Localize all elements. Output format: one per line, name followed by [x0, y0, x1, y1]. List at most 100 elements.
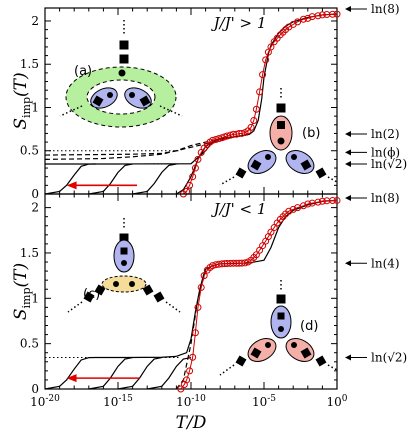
y-tick-label: 1 [31, 100, 39, 114]
orange-ellipse [101, 275, 147, 293]
x-tick-label: 10-15 [103, 394, 133, 409]
dot-icon [265, 342, 271, 348]
dotted-chain [327, 176, 338, 183]
series-line [132, 163, 177, 195]
data-point [314, 12, 322, 20]
data-point [285, 207, 293, 215]
spin-square-icon [276, 294, 286, 304]
data-point [304, 14, 312, 22]
spin-square-icon [119, 40, 129, 50]
data-point [318, 197, 326, 205]
data-point [262, 56, 270, 64]
right-label: ln(ϕ) [371, 145, 400, 159]
data-point [256, 88, 264, 96]
data-point [223, 132, 231, 140]
series-line [147, 356, 192, 390]
data-point [314, 198, 322, 206]
inset-label: (a) [74, 64, 92, 79]
y-tick-label: 2 [31, 14, 39, 28]
data-point [252, 105, 260, 113]
dot-icon [291, 154, 297, 160]
inset-label: (d) [300, 319, 318, 334]
data-point [189, 173, 197, 181]
spin-square-icon [83, 291, 95, 303]
data-point [299, 202, 307, 210]
pink-ellipse [247, 338, 277, 362]
series-line [44, 163, 96, 195]
dotted-chain [59, 105, 83, 117]
inset-d: (d) [219, 280, 338, 376]
label-arrow-head [345, 6, 351, 12]
data-point [333, 196, 341, 204]
spin-square-icon [120, 247, 128, 255]
data-point [209, 136, 217, 144]
series-line [88, 163, 133, 195]
data-point [333, 10, 341, 18]
spin-square-icon [153, 291, 165, 303]
data-point [212, 135, 220, 143]
data-point [197, 283, 205, 291]
inset-c: (c) [67, 218, 181, 313]
right-label: ln(4) [371, 256, 400, 270]
dot-icon [113, 281, 119, 287]
spin-square-icon [315, 355, 327, 367]
data-point [189, 353, 197, 361]
x-tick-label: 10-5 [252, 394, 276, 409]
data-point [183, 376, 191, 384]
data-point [329, 197, 337, 205]
spin-square-icon [119, 54, 129, 64]
data-point [238, 129, 246, 137]
spin-square-icon [277, 312, 285, 320]
y-tick-label: 2 [31, 201, 39, 215]
spin-square-icon [142, 284, 154, 296]
label-arrow-head [345, 195, 351, 201]
series-line [175, 270, 207, 390]
arrow-head [66, 374, 77, 383]
blue-ellipse [285, 150, 315, 174]
y-tick-label: 0.5 [20, 337, 39, 351]
data-point [218, 260, 226, 268]
inset-label: (c) [83, 287, 100, 302]
spin-square-icon [300, 347, 312, 359]
x-tick-label: 100 [326, 394, 347, 409]
dot-icon [277, 137, 285, 145]
blue-ellipse [247, 150, 277, 174]
dot-icon [107, 92, 113, 98]
label-arrow-head [345, 260, 351, 267]
spin-square-icon [277, 121, 285, 129]
y-tick-label: 0 [31, 187, 39, 201]
dot-icon [265, 154, 271, 160]
panel-title: J/J' > 1 [211, 14, 267, 32]
data-point [247, 123, 255, 131]
dotted-chain [327, 364, 338, 371]
y-tick-label: 1.5 [20, 57, 39, 71]
spin-square-icon [235, 355, 247, 367]
right-label: ln(2) [371, 127, 400, 141]
spin-square-icon [92, 95, 104, 107]
right-label: ln(√2) [371, 157, 407, 171]
label-arrow-head [345, 149, 351, 156]
nrg-series-line [180, 199, 338, 390]
data-point [318, 11, 326, 19]
right-label: ln(√2) [371, 351, 407, 365]
dotted-chain [159, 105, 183, 117]
data-point [241, 259, 249, 267]
data-point [232, 259, 240, 267]
data-point [191, 164, 199, 172]
data-point [294, 18, 302, 26]
panel-bottom: 0 0.5 1 1.5 2 J/J' < 1 ln(8) ln(4) ln(√2) Simp(T)… [11, 191, 407, 433]
dot-icon [118, 69, 126, 77]
y-tick-label: 0.5 [20, 144, 39, 158]
data-point [194, 303, 202, 311]
spin-square-icon [315, 167, 327, 179]
inset-a: (a) [59, 20, 183, 128]
dotted-chain [67, 301, 83, 313]
dot-icon [121, 260, 127, 266]
blue-ellipse [270, 305, 292, 339]
spin-square-icon [139, 95, 151, 107]
y-axis-title: Simp(T) [11, 72, 33, 129]
spin-square-icon [94, 284, 106, 296]
data-point [186, 367, 194, 375]
data-point [267, 43, 275, 51]
